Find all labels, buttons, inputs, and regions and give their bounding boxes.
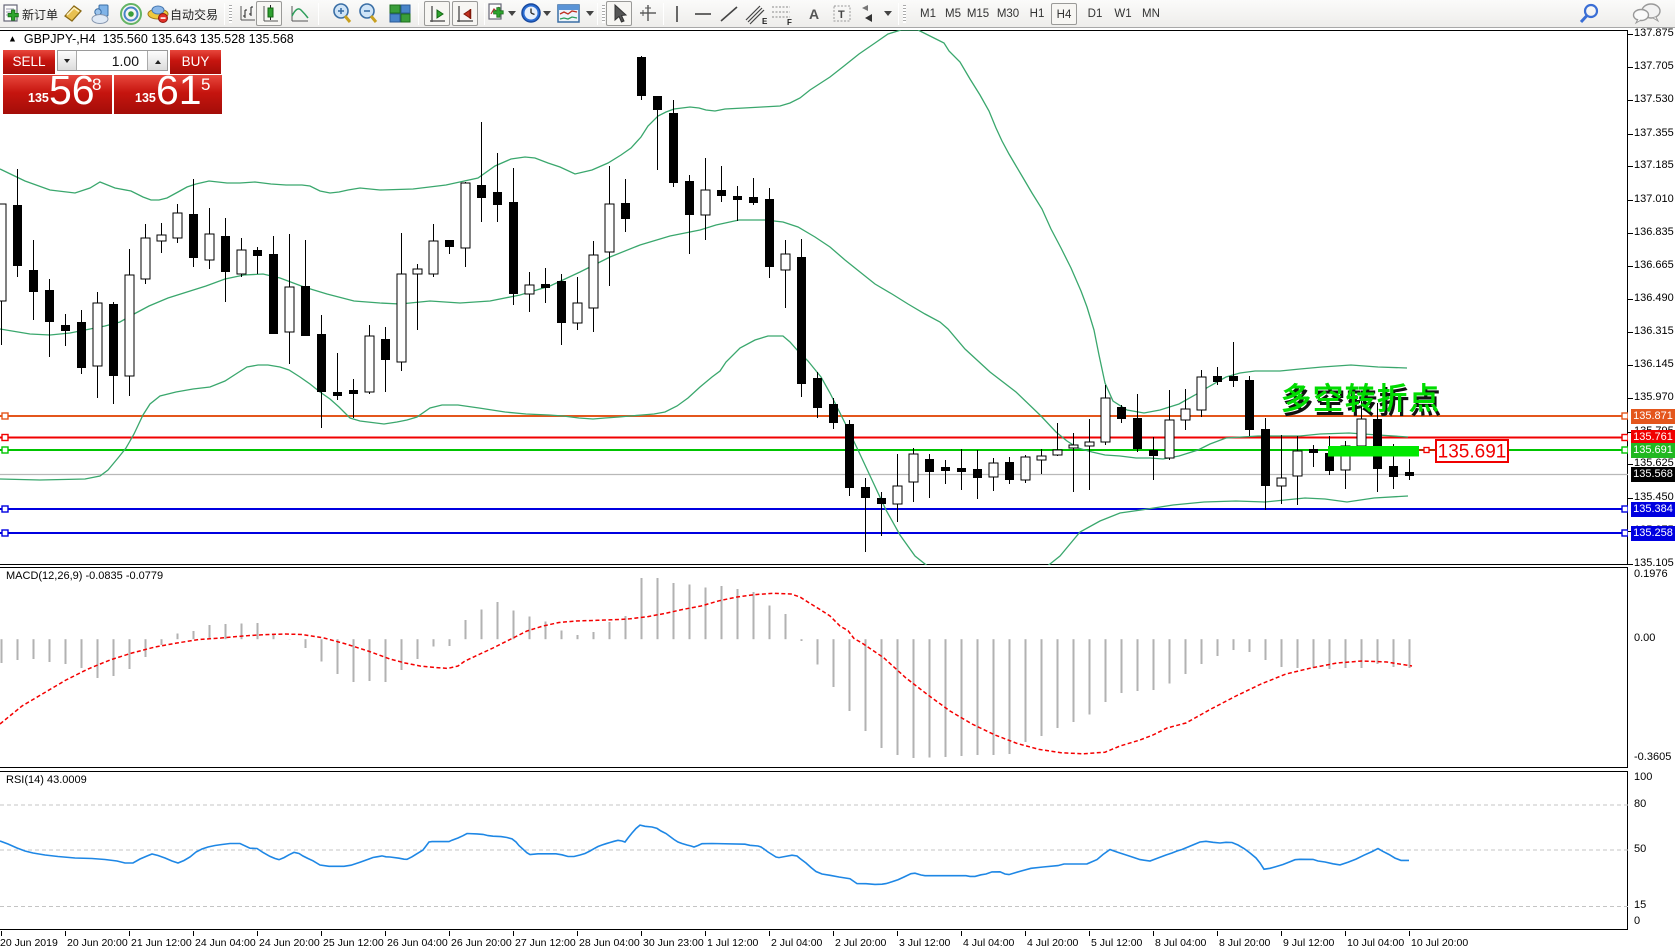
svg-text:多空转折点: 多空转折点 — [1281, 383, 1441, 416]
svg-text:135.691: 135.691 — [1438, 442, 1507, 463]
svg-text:F: F — [787, 18, 792, 27]
svg-text:E: E — [762, 17, 768, 26]
svg-text:T: T — [838, 9, 845, 21]
svg-text:多空转折点: 多空转折点 — [1283, 387, 1443, 420]
